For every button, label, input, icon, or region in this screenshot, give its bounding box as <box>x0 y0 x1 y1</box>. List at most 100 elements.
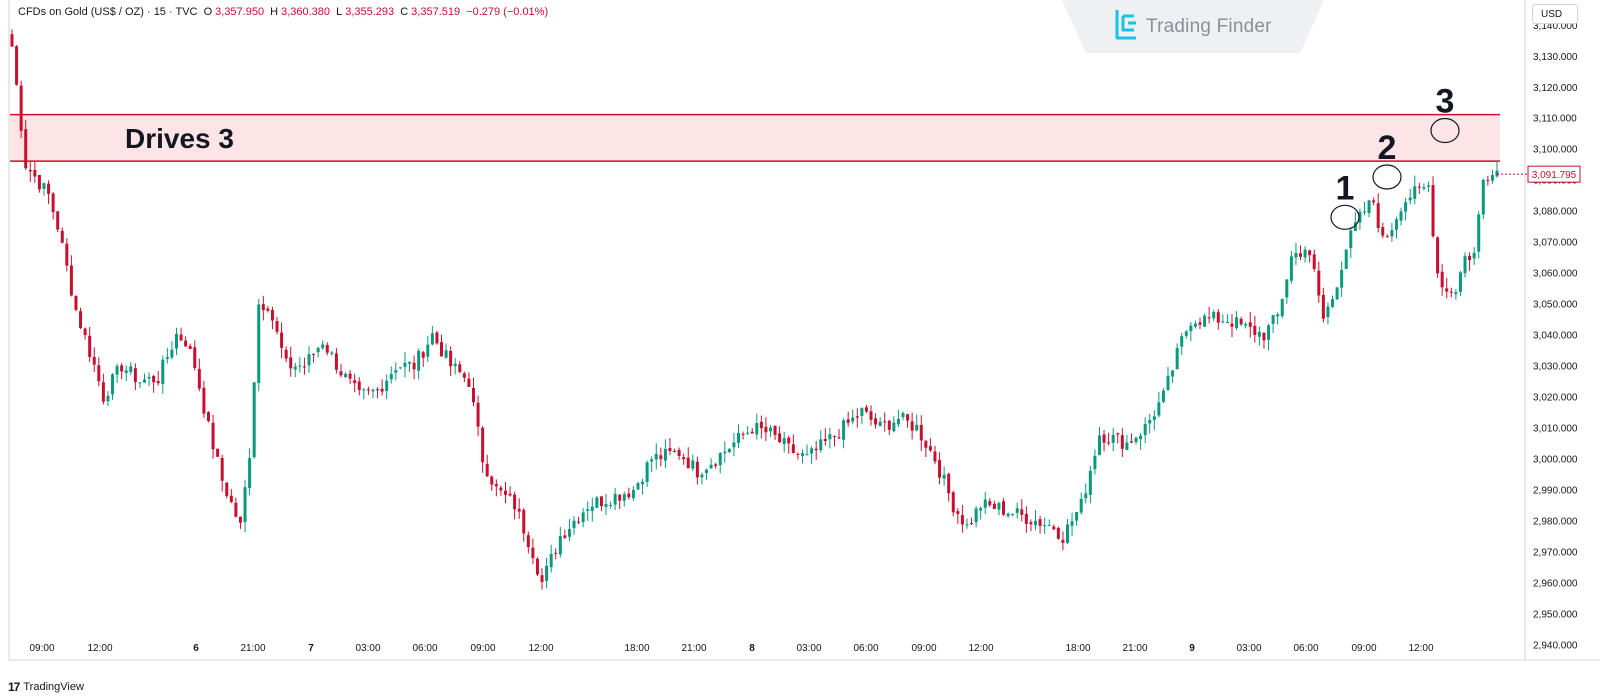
candle-body <box>106 395 110 402</box>
tradingview-footer[interactable]: 17 TradingView <box>8 680 84 694</box>
high-value: 3,360.380 <box>281 6 331 18</box>
x-tick-label: 18:00 <box>1065 643 1090 654</box>
candle-body <box>206 412 210 422</box>
candle-body <box>1207 317 1211 319</box>
candle-body <box>366 389 370 391</box>
candle-body <box>887 420 891 430</box>
candle-body <box>741 433 745 435</box>
x-tick-label: 09:00 <box>911 643 936 654</box>
candle-body <box>832 435 836 437</box>
candle-body <box>499 487 503 491</box>
candle-body <box>485 463 489 477</box>
candle-body <box>1326 306 1330 318</box>
candle-body <box>344 373 348 377</box>
current-price-box <box>1527 165 1581 183</box>
currency-selector[interactable]: USD <box>1532 4 1578 24</box>
candle-body <box>1235 317 1239 329</box>
candle-body <box>787 437 791 444</box>
candle-body <box>111 374 115 395</box>
x-tick-label: 09:00 <box>470 643 495 654</box>
candle-body <box>229 495 233 502</box>
y-tick-label: 2,960.000 <box>1533 579 1578 590</box>
candle-body <box>1097 435 1101 456</box>
symbol-title[interactable]: CFDs on Gold (US$ / OZ) · 15 · TVC <box>18 6 198 18</box>
candle-body <box>1481 179 1485 215</box>
open-label: O <box>203 6 213 18</box>
candle-body <box>714 464 718 466</box>
candle-body <box>353 380 357 384</box>
symbol-header: CFDs on Gold (US$ / OZ) · 15 · TVC O 3,35… <box>18 6 551 18</box>
candle-body <box>481 427 485 463</box>
candle-body <box>983 499 987 508</box>
y-tick-label: 3,020.000 <box>1533 393 1578 404</box>
y-tick-label: 2,950.000 <box>1533 610 1578 621</box>
candle-body <box>380 388 384 392</box>
candle-body <box>951 492 955 513</box>
candle-body <box>773 425 777 435</box>
y-tick-label: 2,980.000 <box>1533 517 1578 528</box>
candle-body <box>791 444 795 453</box>
candle-body <box>641 481 645 485</box>
candle-body <box>453 363 457 367</box>
candle-body <box>581 512 585 523</box>
candle-body <box>1047 525 1051 527</box>
candle-body <box>1116 433 1120 435</box>
brand-name: Trading Finder <box>1146 16 1272 37</box>
x-tick-label: 09:00 <box>1351 643 1376 654</box>
candle-body <box>266 308 270 311</box>
candle-body <box>15 46 19 85</box>
candle-body <box>910 421 914 431</box>
candle-body <box>782 438 786 445</box>
drive-number: 1 <box>1336 169 1355 207</box>
candle-body <box>115 366 119 375</box>
time-axis[interactable]: 09:00 12:00 6 21:00 7 03:00 06:00 09:00 12:00 18:… <box>29 643 1433 654</box>
candle-body <box>810 448 814 454</box>
candle-body <box>915 424 919 431</box>
x-tick-label: 18:00 <box>624 643 649 654</box>
candle-body <box>928 446 932 451</box>
candle-body <box>97 365 101 382</box>
candle-body <box>1353 222 1357 231</box>
candle-body <box>385 380 389 392</box>
x-tick-label: 21:00 <box>1122 643 1147 654</box>
candle-body <box>65 243 69 266</box>
candle-body <box>1463 256 1467 274</box>
candle-body <box>1431 185 1435 237</box>
candle-body <box>705 469 709 473</box>
candle-body <box>1308 250 1312 256</box>
candle-body <box>257 304 261 383</box>
candle-body <box>51 193 55 213</box>
candle-body <box>796 453 800 455</box>
candle-body <box>1084 493 1088 499</box>
candle-body <box>837 437 841 439</box>
candle-body <box>170 349 174 358</box>
x-tick-label: 09:00 <box>29 643 54 654</box>
candle-body <box>627 493 631 498</box>
candle-body <box>673 451 677 453</box>
candle-body <box>316 347 320 353</box>
candle-body <box>1436 237 1440 274</box>
candle-body <box>677 449 681 456</box>
low-value: 3,355.293 <box>345 6 395 18</box>
y-tick-label: 3,070.000 <box>1533 238 1578 249</box>
candle-body <box>778 433 782 443</box>
candle-body <box>238 516 242 523</box>
candle-body <box>819 439 823 451</box>
candle-body <box>69 265 73 296</box>
price-axis[interactable]: 2,940.000 2,950.000 2,960.000 2,970.000 2,98… <box>1533 21 1578 652</box>
candle-body <box>289 357 293 369</box>
candle-body <box>970 523 974 525</box>
candle-body <box>312 353 316 355</box>
x-tick-label: 03:00 <box>796 643 821 654</box>
candle-body <box>659 455 663 460</box>
candle-body <box>302 366 306 368</box>
candle-body <box>138 382 142 384</box>
candle-body <box>1065 524 1069 543</box>
candle-body <box>334 353 338 370</box>
candle-body <box>618 494 622 501</box>
candle-body <box>942 474 946 479</box>
candle-body <box>243 487 247 522</box>
candle-body <box>494 484 498 487</box>
candle-body <box>444 350 448 358</box>
